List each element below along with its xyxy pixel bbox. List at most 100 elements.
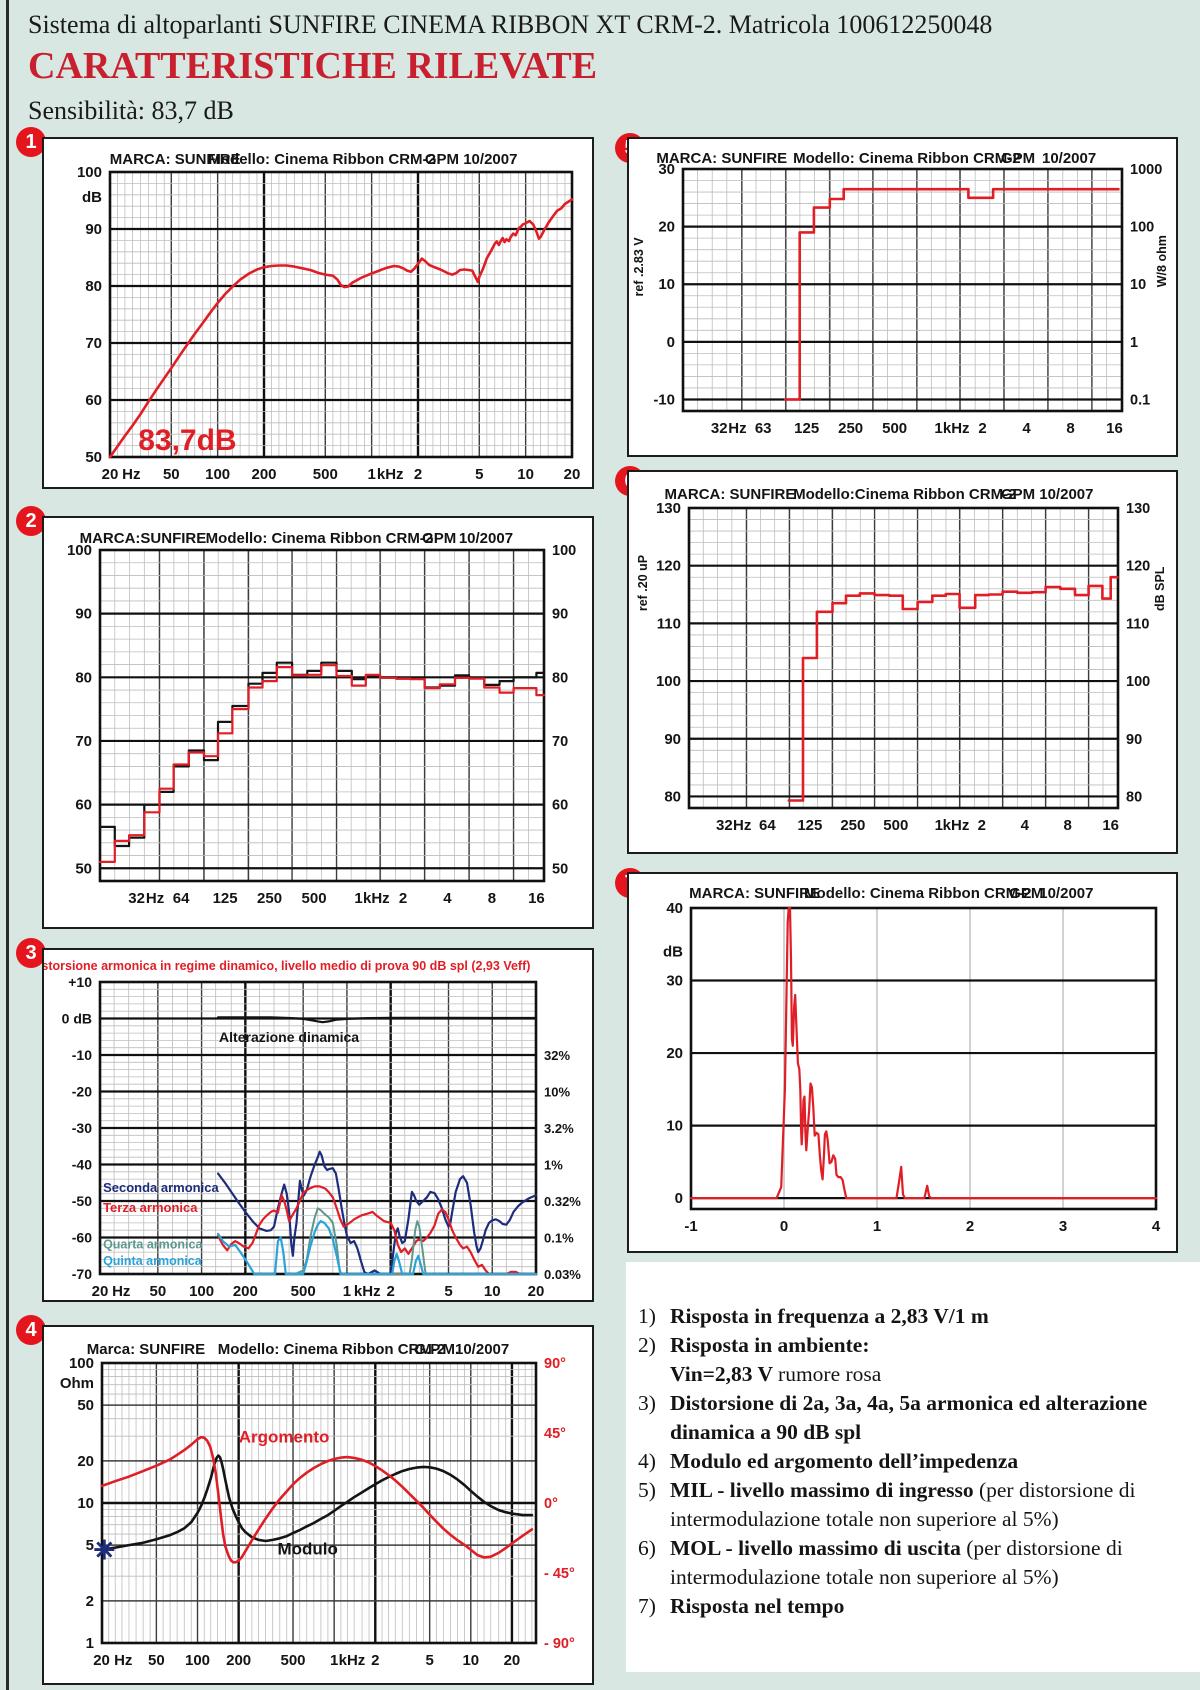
x-axis-label: 3 bbox=[1059, 1218, 1067, 1235]
right-axis-label: 100 bbox=[552, 543, 576, 559]
right-axis-label: 1 bbox=[1130, 335, 1138, 351]
x-axis-label: 20 bbox=[564, 466, 581, 483]
x-axis-label: 10 bbox=[517, 466, 534, 483]
y-axis-label: 80 bbox=[664, 788, 681, 805]
y-axis-label: -50 bbox=[72, 1193, 92, 1209]
x-axis-label: 32 bbox=[716, 817, 733, 834]
y-axis-label: 40 bbox=[666, 900, 683, 917]
label-modulo: Modulo bbox=[277, 1539, 337, 1558]
right-axis-label: 3.2% bbox=[544, 1121, 574, 1136]
label-alterazione-dinamica: Alterazione dinamica bbox=[219, 1029, 359, 1045]
chart-1-frequency-response-curve bbox=[108, 198, 574, 459]
right-axis-label: 0.32% bbox=[544, 1194, 581, 1209]
x-axis-label: 8 bbox=[1066, 420, 1074, 437]
x-axis-label: 16 bbox=[1102, 817, 1119, 834]
chart-5-title-part-1: MARCA: SUNFIRE bbox=[656, 150, 787, 167]
x-axis-label: 2 bbox=[399, 890, 407, 907]
right-axis-label: 1% bbox=[544, 1158, 563, 1173]
chart-4-impedance-argomento-curve bbox=[100, 1435, 534, 1564]
chart-4-number-badge: 4 bbox=[16, 1315, 46, 1345]
x-axis-label: 500 bbox=[302, 890, 327, 907]
chart-6-title-part-4: 10/2007 bbox=[1039, 486, 1093, 503]
chart-4-panel: Marca: SUNFIRE Modello: Cinema Ribbon CRM… bbox=[42, 1325, 594, 1685]
x-axis-label: 1 bbox=[330, 1652, 338, 1669]
y-axis-label: -10 bbox=[72, 1047, 92, 1063]
plot-border bbox=[687, 506, 1120, 810]
x-axis-label: 20 Hz bbox=[93, 1652, 132, 1669]
x-axis-label: 8 bbox=[1064, 817, 1072, 834]
y-axis-label: 0 bbox=[675, 1190, 683, 1207]
y-axis-label: 20 bbox=[658, 219, 675, 236]
system-title: Sistema di altoparlanti SUNFIRE CINEMA R… bbox=[28, 10, 993, 39]
x-axis-label: 64 bbox=[173, 890, 190, 907]
legend-item-text: Risposta in ambiente: Vin=2,83 V rumore r… bbox=[670, 1333, 882, 1386]
chart-2-room-response-red bbox=[98, 664, 546, 863]
legend-item-3: 3) Distorsione di 2a, 3a, 4a, 5a armonica… bbox=[638, 1389, 1188, 1447]
x-axis-label: 250 bbox=[840, 817, 865, 834]
x-axis-label: 10 bbox=[484, 1283, 501, 1300]
x-axis-label: Hz bbox=[112, 1283, 130, 1300]
y-axis-label: 90 bbox=[75, 606, 92, 623]
chart-5-title-part-4: 10/2007 bbox=[1042, 150, 1096, 167]
x-axis-label: Hz bbox=[122, 466, 140, 483]
x-axis-label: 4 bbox=[1021, 817, 1030, 834]
legend-block: 1) Risposta in frequenza a 2,83 V/1 m 2) Ri… bbox=[626, 1262, 1200, 1672]
x-axis-label: 20 bbox=[92, 1283, 109, 1300]
right-axis-label: 10 bbox=[1130, 277, 1146, 293]
y-axis-label: dB bbox=[663, 944, 683, 961]
x-axis-label: kHz bbox=[943, 817, 970, 834]
chart-6-title-part-2: Modello:Cinema Ribbon CRM-2 bbox=[793, 486, 1016, 503]
plot-border bbox=[108, 170, 574, 459]
x-axis-label: 1 bbox=[873, 1218, 881, 1235]
chart-4-title-part-2: Modello: Cinema Ribbon CRM-2 bbox=[218, 1341, 446, 1358]
right-axis-label: 0.03% bbox=[544, 1267, 581, 1282]
chart-5-mil-curve bbox=[783, 187, 1120, 401]
right-axis-label: - 90° bbox=[544, 1636, 575, 1652]
chart-4-title-part-4: 10/2007 bbox=[455, 1341, 509, 1358]
x-axis-label: 500 bbox=[882, 420, 907, 437]
y-axis-label: 80 bbox=[75, 669, 92, 686]
label-terza-armonica: Terza armonica bbox=[103, 1200, 198, 1215]
x-axis-label: 500 bbox=[313, 466, 338, 483]
right-axis-label: 0.1% bbox=[544, 1231, 574, 1246]
chart-5-canvas: MARCA: SUNFIRE Modello: Cinema Ribbon CRM… bbox=[632, 150, 1169, 437]
x-axis-label: 4 bbox=[443, 890, 452, 907]
legend-item-5: 5) MIL - livello massimo di ingresso (per… bbox=[638, 1476, 1188, 1534]
y-axis-label: +10 bbox=[68, 974, 92, 990]
x-axis-label: kHz bbox=[943, 420, 970, 437]
x-axis-label: 4 bbox=[1022, 420, 1031, 437]
chart-3-panel: Distorsione armonica in regime dinamico,… bbox=[42, 948, 594, 1302]
legend-item-text: MOL - livello massimo di uscita (per dis… bbox=[670, 1536, 1123, 1589]
scan-edge-line bbox=[6, 0, 9, 1690]
legend-item-text: Distorsione di 2a, 3a, 4a, 5a armonica e… bbox=[670, 1391, 1148, 1444]
y-axis-label: 60 bbox=[75, 797, 92, 814]
y-axis-label: 120 bbox=[656, 558, 681, 575]
right-axis-label: 60 bbox=[552, 798, 568, 814]
chart-6-title-part-3: GPM bbox=[1001, 486, 1035, 503]
legend-item-2: 2) Risposta in ambiente: Vin=2,83 V rumore… bbox=[638, 1331, 1188, 1389]
impedance-start-marker bbox=[96, 1541, 113, 1558]
y-axis-label: -40 bbox=[72, 1157, 92, 1173]
legend-item-text: Risposta nel tempo bbox=[670, 1594, 845, 1618]
x-axis-label: 200 bbox=[251, 466, 276, 483]
chart-5-title-part-3: GPM bbox=[1001, 150, 1035, 167]
chart-7-title-part-3: GPM bbox=[1009, 885, 1043, 902]
chart-7-panel: MARCA: SUNFIRE Modello: Cinema Ribbon CRM… bbox=[627, 872, 1178, 1253]
x-axis-label: 500 bbox=[291, 1283, 316, 1300]
x-axis-label: 4 bbox=[1152, 1218, 1161, 1235]
x-axis-label: 5 bbox=[444, 1283, 452, 1300]
right-axis-label: 80 bbox=[552, 670, 568, 686]
axis-unit-label: ref .2.83 V bbox=[632, 237, 646, 297]
y-axis-label: 30 bbox=[658, 161, 675, 178]
right-axis-label: - 45° bbox=[544, 1566, 575, 1582]
right-axis-label: 50 bbox=[552, 861, 568, 877]
y-axis-label: 30 bbox=[666, 973, 683, 990]
y-axis-label: 100 bbox=[77, 164, 102, 181]
right-axis-label: 120 bbox=[1126, 559, 1150, 575]
y-axis-label: Ohm bbox=[60, 1375, 94, 1392]
x-axis-label: kHz bbox=[363, 890, 390, 907]
x-axis-label: 20 bbox=[528, 1283, 545, 1300]
x-axis-label: 2 bbox=[966, 1218, 974, 1235]
